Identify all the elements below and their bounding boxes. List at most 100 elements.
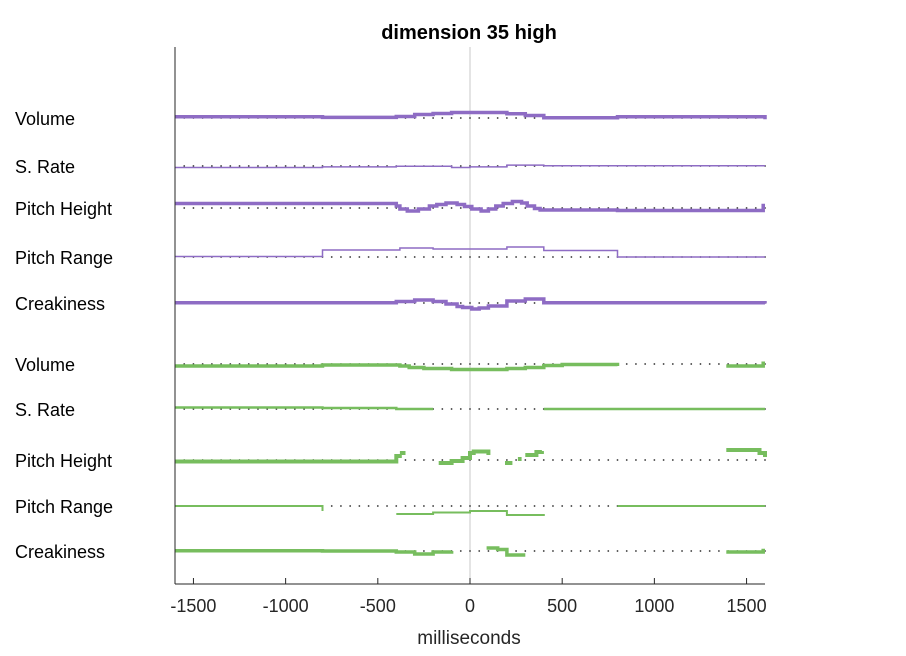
baseline-dot [358, 505, 361, 507]
baseline-dot [552, 505, 554, 507]
baseline-dot [708, 207, 711, 209]
baseline-dot [386, 505, 388, 507]
baseline-dot [533, 256, 536, 258]
baseline-dot [340, 505, 342, 507]
baseline-dot [340, 207, 342, 209]
baseline-dot [459, 117, 462, 119]
baseline-dot [423, 550, 425, 552]
baseline-dot [625, 459, 628, 461]
baseline-dot [459, 363, 462, 365]
baseline-dot [459, 165, 462, 167]
baseline-dot [616, 550, 619, 552]
baseline-dot [598, 459, 600, 461]
x-ticks: -1500 -1000 -500 0 500 1000 1500 [170, 578, 767, 616]
x-tick-label: 1000 [634, 596, 674, 616]
baseline-dot [229, 207, 232, 209]
series-line [486, 546, 526, 557]
baseline-dot [653, 550, 656, 552]
baseline-dot [690, 207, 693, 209]
baseline-dot [469, 408, 471, 410]
baseline-dot [459, 550, 462, 552]
baseline-dot [284, 207, 287, 209]
baseline-markers [183, 117, 766, 552]
baseline-dot [662, 550, 665, 552]
baseline-dot [561, 505, 564, 507]
baseline-dot [330, 505, 333, 507]
baseline-dot [349, 505, 352, 507]
series-line [175, 406, 434, 411]
baseline-dot [681, 363, 683, 365]
baseline-dot [662, 207, 665, 209]
baseline-dot [321, 207, 324, 209]
baseline-dot [644, 207, 647, 209]
baseline-dot [459, 408, 462, 410]
series-line [175, 297, 767, 311]
baseline-dot [662, 459, 665, 461]
baseline-dot [496, 302, 499, 304]
baseline-dot [201, 207, 204, 209]
baseline-dot [496, 256, 499, 258]
baseline-dot [635, 459, 637, 461]
baseline-dot [533, 408, 536, 410]
baseline-dot [404, 459, 407, 461]
baseline-dot [386, 207, 388, 209]
baseline-dot [579, 256, 582, 258]
baseline-dot [478, 550, 481, 552]
series-line [726, 361, 765, 368]
baseline-dot [588, 256, 591, 258]
baseline-dot [515, 256, 517, 258]
x-tick-label: -1000 [263, 596, 309, 616]
baseline-dot [349, 256, 352, 258]
baseline-dot [413, 363, 416, 365]
baseline-dot [533, 459, 536, 461]
baseline-dot [699, 363, 702, 365]
baseline-dot [671, 459, 674, 461]
baseline-dot [515, 408, 517, 410]
x-tick-label: 500 [547, 596, 577, 616]
baseline-dot [718, 459, 720, 461]
baseline-dot [505, 363, 508, 365]
baseline-dot [671, 550, 674, 552]
baseline-dot [607, 505, 610, 507]
baseline-dot [607, 256, 610, 258]
baseline-dot [201, 165, 204, 167]
baseline-dot [423, 256, 425, 258]
baseline-dot [257, 207, 259, 209]
baseline-dot [561, 550, 564, 552]
baseline-dot [524, 363, 527, 365]
baseline-dot [358, 207, 361, 209]
baseline-dot [505, 505, 508, 507]
baseline-dot [266, 207, 269, 209]
baseline-dot [432, 117, 435, 119]
baseline-dot [478, 408, 481, 410]
baseline-dot [303, 207, 305, 209]
series-line [175, 246, 765, 258]
baseline-dot [635, 207, 637, 209]
series-line [175, 454, 402, 464]
baseline-dot [395, 256, 398, 258]
baseline-dot [496, 117, 499, 119]
baseline-dot [644, 363, 647, 365]
baseline-dot [192, 165, 195, 167]
baseline-dot [450, 256, 453, 258]
baseline-dot [459, 207, 462, 209]
baseline-dot [690, 459, 693, 461]
row-label: Creakiness [15, 542, 105, 562]
baseline-dot [635, 363, 637, 365]
baseline-dot [662, 363, 665, 365]
baseline-dot [542, 459, 545, 461]
baseline-dot [423, 505, 425, 507]
baseline-dot [579, 505, 582, 507]
baseline-dot [469, 117, 471, 119]
baseline-dot [598, 256, 600, 258]
baseline-dot [459, 256, 462, 258]
baseline-dot [220, 165, 222, 167]
baseline-dot [404, 256, 407, 258]
baseline-dot [505, 207, 508, 209]
row-label: Volume [15, 355, 75, 375]
row-label: S. Rate [15, 400, 75, 420]
row-label: Volume [15, 109, 75, 129]
baseline-dot [515, 505, 517, 507]
baseline-dot [653, 459, 656, 461]
baseline-dot [644, 550, 647, 552]
